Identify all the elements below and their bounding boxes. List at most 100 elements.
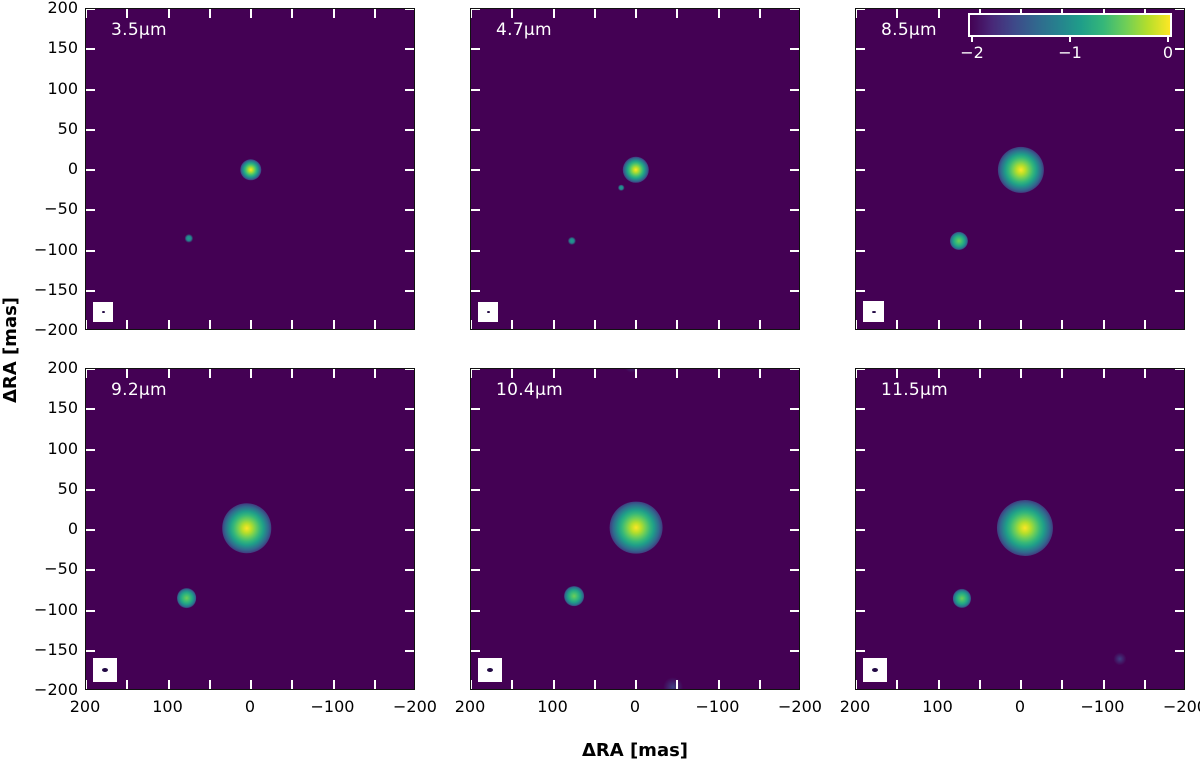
axis-tick bbox=[856, 448, 865, 451]
axis-tick bbox=[676, 369, 679, 378]
beam-indicator bbox=[478, 658, 502, 682]
y-tick-label: 150 bbox=[47, 38, 78, 58]
axis-tick bbox=[86, 448, 95, 451]
axis-tick bbox=[552, 369, 555, 378]
axis-tick bbox=[291, 9, 294, 18]
axis-tick bbox=[1175, 408, 1184, 411]
axis-tick bbox=[471, 488, 480, 491]
axis-tick bbox=[856, 209, 865, 212]
axis-tick bbox=[1061, 320, 1064, 329]
axis-tick bbox=[635, 320, 637, 329]
axis-tick bbox=[471, 209, 480, 212]
x-tick-label: 100 bbox=[537, 697, 568, 716]
x-tick-label: −100 bbox=[695, 697, 740, 716]
x-tick-label: 200 bbox=[69, 697, 101, 716]
panel-3.5um: 3.5μm bbox=[85, 8, 415, 330]
y-tick-label: −200 bbox=[34, 680, 78, 699]
axis-tick bbox=[511, 680, 514, 689]
beam-indicator bbox=[93, 302, 113, 322]
axis-tick bbox=[405, 649, 414, 652]
source-primary bbox=[222, 503, 272, 554]
axis-tick bbox=[1175, 128, 1184, 131]
axis-tick bbox=[405, 569, 414, 572]
axis-tick bbox=[373, 680, 376, 689]
axis-tick bbox=[405, 488, 414, 491]
x-tick-label: −100 bbox=[310, 697, 355, 716]
source-primary bbox=[622, 156, 650, 184]
axis-tick bbox=[790, 369, 799, 370]
x-tick-label: 100 bbox=[152, 697, 183, 716]
y-tick-label: 0 bbox=[67, 159, 78, 178]
axis-tick bbox=[790, 209, 799, 212]
axis-tick bbox=[332, 369, 335, 378]
y-tick-label: 150 bbox=[47, 398, 78, 418]
x-tick-label: 200 bbox=[839, 697, 871, 716]
axis-tick bbox=[856, 569, 865, 572]
axis-tick bbox=[856, 488, 865, 491]
wavelength-label: 11.5μm bbox=[881, 380, 949, 400]
source-primary bbox=[997, 499, 1054, 556]
source-tiny bbox=[185, 234, 194, 243]
axis-tick bbox=[937, 320, 940, 329]
axis-tick bbox=[552, 680, 555, 689]
axis-tick bbox=[937, 680, 940, 689]
axis-tick bbox=[332, 680, 335, 689]
axis-tick bbox=[373, 369, 376, 378]
axis-tick bbox=[790, 249, 799, 252]
axis-tick bbox=[291, 320, 294, 329]
axis-tick bbox=[1143, 369, 1146, 378]
axis-tick bbox=[86, 569, 95, 572]
axis-tick bbox=[208, 320, 211, 329]
axis-tick bbox=[552, 9, 555, 18]
axis-tick bbox=[896, 680, 899, 689]
source-faint bbox=[663, 677, 684, 689]
y-tick-label: 200 bbox=[47, 358, 78, 377]
axis-tick bbox=[1175, 209, 1184, 212]
axis-tick bbox=[1175, 88, 1184, 91]
axis-tick bbox=[405, 289, 414, 292]
axis-tick bbox=[471, 289, 480, 292]
beam-indicator bbox=[863, 658, 887, 682]
axis-tick bbox=[1175, 249, 1184, 252]
source-faint bbox=[623, 369, 641, 374]
axis-tick bbox=[405, 369, 414, 370]
wavelength-label: 9.2μm bbox=[111, 380, 167, 400]
axis-tick bbox=[896, 9, 899, 18]
axis-tick bbox=[86, 128, 95, 131]
axis-tick bbox=[758, 369, 761, 378]
x-tick-label: −200 bbox=[393, 697, 437, 716]
axis-tick bbox=[405, 48, 414, 51]
axis-tick bbox=[790, 408, 799, 411]
axis-tick bbox=[167, 320, 170, 329]
y-tick-label: 0 bbox=[67, 519, 78, 538]
axis-tick bbox=[937, 9, 940, 18]
axis-tick bbox=[511, 320, 514, 329]
axis-tick bbox=[167, 680, 170, 689]
colorbar-tick bbox=[1167, 37, 1169, 42]
axis-tick bbox=[126, 9, 129, 18]
axis-tick bbox=[405, 249, 414, 252]
colorbar-tick bbox=[1069, 37, 1071, 42]
axis-tick bbox=[208, 369, 211, 378]
axis-tick bbox=[405, 88, 414, 91]
y-tick-label: 50 bbox=[57, 118, 78, 138]
axis-tick bbox=[167, 9, 170, 18]
source-tiny bbox=[617, 184, 625, 191]
axis-tick bbox=[676, 680, 679, 689]
y-axis-label: ΔRA [mas] bbox=[0, 296, 21, 404]
axis-tick bbox=[1020, 320, 1022, 329]
axis-tick bbox=[856, 408, 865, 411]
source-tiny bbox=[567, 236, 576, 245]
beam-ellipse bbox=[486, 311, 490, 313]
axis-tick bbox=[405, 408, 414, 411]
axis-tick bbox=[471, 169, 480, 171]
axis-tick bbox=[86, 680, 87, 689]
panel-8.5um: 8.5μm bbox=[855, 8, 1185, 330]
axis-tick bbox=[405, 9, 414, 10]
axis-tick bbox=[86, 209, 95, 212]
axis-tick bbox=[471, 448, 480, 451]
y-tick-label: 200 bbox=[47, 0, 78, 17]
axis-tick bbox=[790, 488, 799, 491]
panel-10.4um: 10.4μm bbox=[470, 368, 800, 690]
